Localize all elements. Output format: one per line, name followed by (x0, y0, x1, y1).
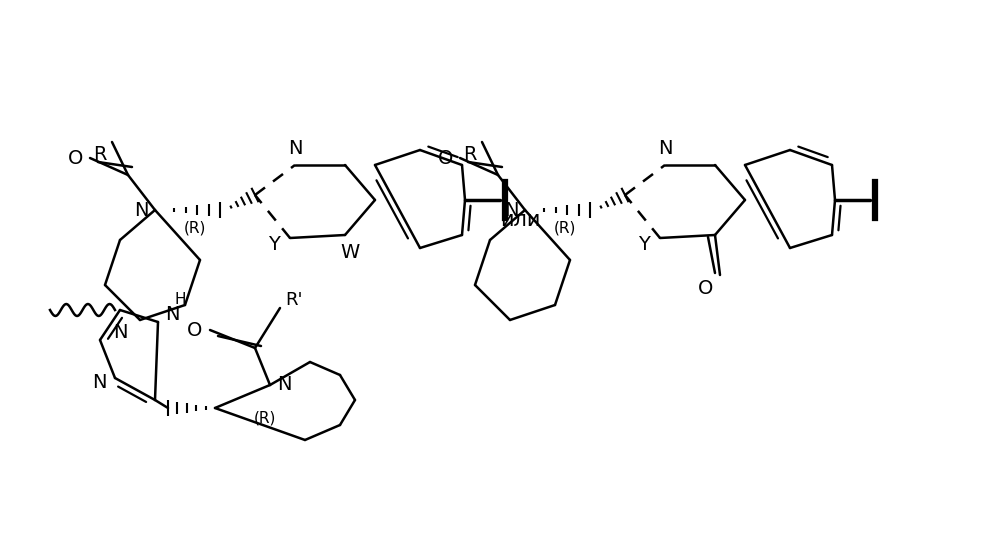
Text: H: H (174, 293, 186, 308)
Text: N: N (277, 376, 291, 394)
Text: Y: Y (638, 235, 650, 254)
Text: Y: Y (268, 235, 280, 254)
Text: (R): (R) (554, 220, 576, 235)
Text: N: N (288, 139, 302, 159)
Text: O: O (68, 148, 84, 167)
Text: (R): (R) (184, 220, 206, 235)
Text: O: O (438, 148, 454, 167)
Text: N: N (113, 323, 127, 341)
Text: R: R (93, 145, 107, 163)
Text: R': R' (285, 291, 303, 309)
Text: N: N (658, 139, 672, 159)
Text: N: N (504, 200, 518, 220)
Text: N: N (134, 200, 148, 220)
Text: (R): (R) (254, 411, 276, 426)
Text: или: или (500, 210, 540, 230)
Text: W: W (340, 242, 360, 262)
Text: N: N (92, 373, 106, 391)
Text: O: O (187, 321, 203, 339)
Text: N: N (165, 304, 179, 324)
Text: R: R (463, 145, 477, 163)
Text: O: O (698, 279, 714, 299)
